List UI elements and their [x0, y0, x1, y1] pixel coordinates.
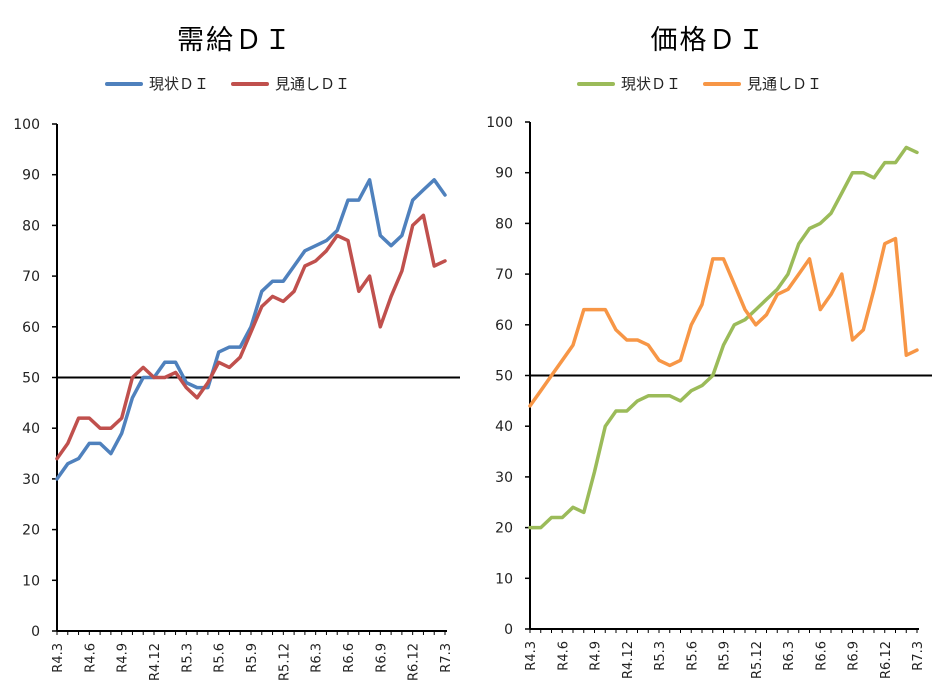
y-tick-label: 60	[495, 318, 513, 334]
y-tick-label: 40	[495, 419, 513, 435]
legend-swatch	[577, 81, 615, 86]
legend-swatch	[231, 81, 270, 86]
series-line-current-di	[528, 145, 919, 530]
x-tick-label: R6.9	[374, 643, 389, 673]
y-tick-label: 40	[22, 421, 40, 437]
x-tick-label: R6.3	[310, 643, 325, 673]
x-tick-label: R4.12	[148, 643, 163, 681]
supply-demand-di-chart: 需給ＤＩ 現状ＤＩ 見通しＤＩ 0 10 20 30 40 50 60 70 80 90 100 R4…	[0, 0, 470, 697]
x-tick-label: R6.6	[342, 643, 357, 673]
y-tick-label: 50	[22, 371, 40, 387]
chart-legend: 現状ＤＩ 見通しＤＩ	[105, 73, 372, 94]
x-tick-label: R5.9	[245, 643, 260, 673]
chart-title: 価格ＤＩ	[650, 25, 767, 56]
chart-legend: 現状ＤＩ 見通しＤＩ	[577, 73, 844, 94]
x-tick-label: R6.6	[814, 641, 829, 671]
x-tick-label: R5.6	[685, 641, 700, 671]
x-tick-label: R4.6	[83, 643, 98, 673]
legend-item-outlook: 見通しＤＩ	[703, 73, 822, 94]
y-tick-label: 30	[22, 472, 40, 488]
x-tick-label: R7.3	[439, 643, 454, 673]
y-tick-label: 70	[495, 267, 513, 283]
x-tick-label: R6.9	[847, 641, 862, 671]
x-tick-label: R5.3	[653, 641, 668, 671]
legend-label: 見通しＤＩ	[275, 75, 351, 93]
x-tick-label: R4.9	[589, 641, 604, 671]
series-line-outlook-di	[55, 213, 447, 461]
y-tick-label: 80	[22, 218, 40, 234]
x-tick-label: R6.3	[782, 641, 797, 671]
legend-item-outlook: 見通しＤＩ	[231, 73, 350, 94]
x-tick-label: R5.6	[213, 643, 228, 673]
price-di-chart: 価格ＤＩ 現状ＤＩ 見通しＤＩ 0 10 20 30 40 50 60 70 80 90 100 R4…	[472, 0, 945, 697]
y-tick-label: 100	[13, 117, 40, 133]
legend-label: 見通しＤＩ	[747, 75, 823, 93]
y-tick-label: 10	[22, 573, 40, 589]
x-tick-label: R5.12	[750, 641, 765, 679]
series-line-outlook-di	[528, 236, 919, 408]
x-tick-label: R5.12	[277, 643, 292, 681]
x-tick-label: R5.3	[180, 643, 195, 673]
y-tick-label: 20	[22, 523, 40, 539]
x-tick-label: R4.9	[116, 643, 131, 673]
y-tick-label: 0	[504, 622, 513, 638]
y-tick-label: 60	[22, 320, 40, 336]
x-tick-label: R4.6	[556, 641, 571, 671]
legend-item-current: 現状ＤＩ	[577, 73, 681, 94]
y-tick-label: 80	[495, 216, 513, 232]
legend-label: 現状ＤＩ	[621, 75, 682, 93]
x-tick-label: R4.3	[524, 641, 539, 671]
legend-label: 現状ＤＩ	[149, 75, 210, 93]
series-line-current-di	[55, 178, 447, 481]
y-tick-label: 90	[22, 168, 40, 184]
y-tick-label: 70	[22, 269, 40, 285]
y-tick-label: 50	[495, 369, 513, 385]
x-tick-label: R4.3	[51, 643, 66, 673]
x-tick-label: R5.9	[718, 641, 733, 671]
y-tick-label: 0	[31, 624, 40, 640]
plot-area: 0 10 20 30 40 50 60 70 80 90 100 R4.3 R4.6 R4.9 R4.12 R…	[486, 115, 932, 679]
y-tick-label: 30	[495, 470, 513, 486]
plot-area: 0 10 20 30 40 50 60 70 80 90 100 R4.3 R4.6 R4.9 R4.12 R…	[13, 117, 460, 681]
x-tick-label: R7.3	[911, 641, 926, 671]
y-tick-label: 10	[495, 571, 513, 587]
x-tick-label: R6.12	[407, 643, 422, 681]
chart-title: 需給ＤＩ	[177, 25, 293, 56]
legend-item-current: 現状ＤＩ	[105, 73, 209, 94]
y-tick-label: 20	[495, 521, 513, 537]
x-tick-label: R6.12	[879, 641, 894, 679]
legend-swatch	[105, 81, 143, 86]
y-tick-label: 90	[495, 166, 513, 182]
legend-swatch	[703, 81, 742, 86]
y-tick-label: 100	[486, 115, 513, 131]
x-tick-label: R4.12	[621, 641, 636, 679]
